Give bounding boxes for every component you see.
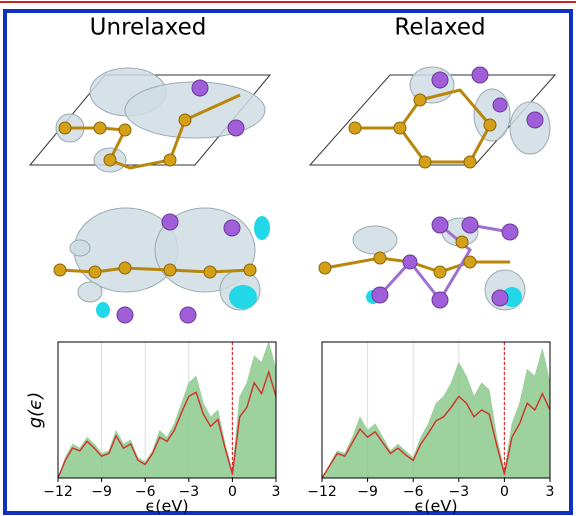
x-axis-label: ϵ(eV): [145, 497, 188, 516]
figure: Unrelaxed−12−9−6−303ϵ(eV)g(ϵ)Relaxed−12−…: [0, 0, 576, 516]
x-tick-label: 3: [272, 484, 281, 500]
x-tick-label: −12: [43, 484, 73, 500]
x-tick-label: 0: [228, 484, 237, 500]
x-tick-label: −9: [357, 484, 378, 500]
x-tick-label: 3: [546, 484, 555, 500]
y-axis-label: g(ϵ): [25, 392, 46, 429]
chart-title: Unrelaxed: [90, 15, 207, 41]
x-tick-label: −12: [307, 484, 337, 500]
chart-title: Relaxed: [394, 15, 485, 41]
x-tick-label: −9: [91, 484, 112, 500]
x-axis-label: ϵ(eV): [414, 497, 457, 516]
x-tick-label: 0: [500, 484, 509, 500]
